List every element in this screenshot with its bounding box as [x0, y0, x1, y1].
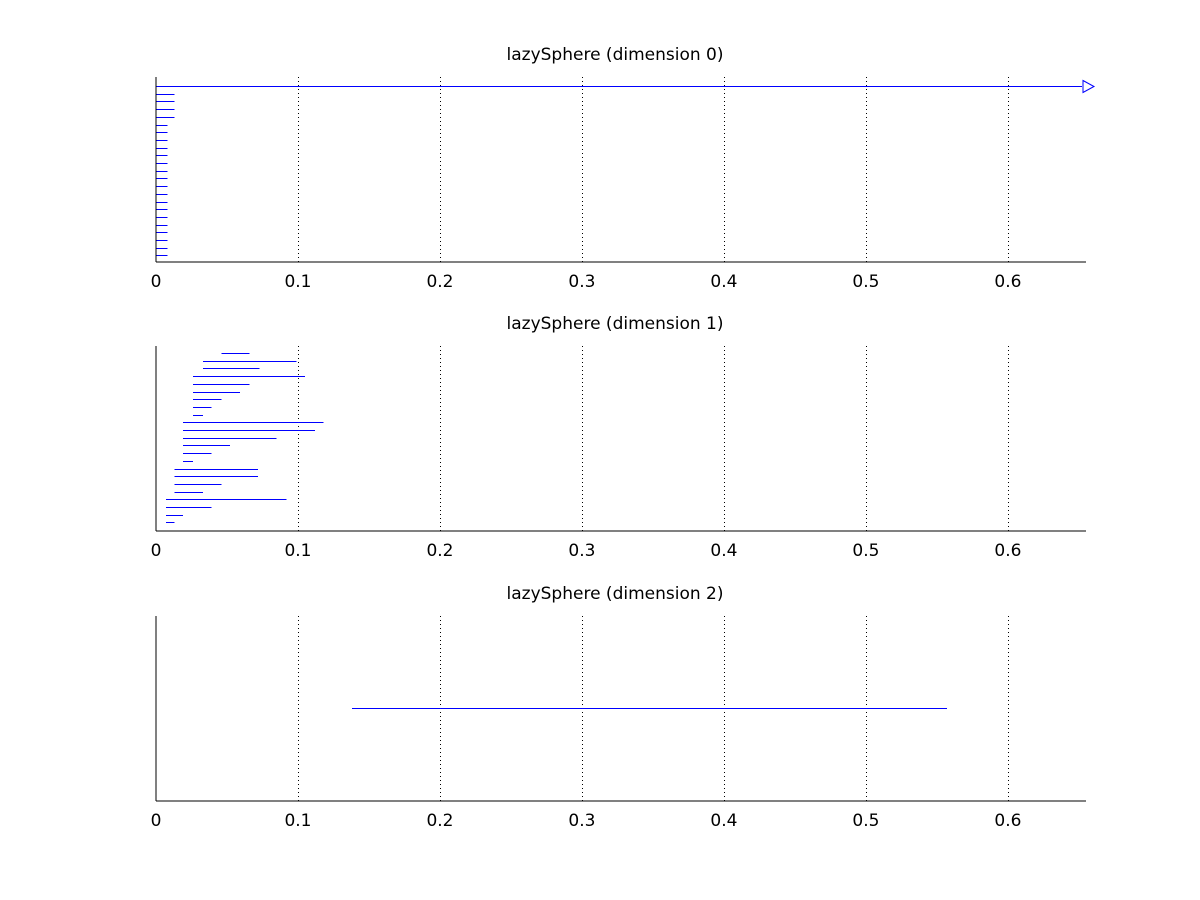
grid-lines	[298, 346, 1009, 531]
panel-dimension-0: lazySphere (dimension 0) 0 0.1 0.2 0.3 0.4 0.…	[151, 45, 1096, 292]
panel-title: lazySphere (dimension 1)	[507, 314, 724, 334]
x-tick-labels: 0 0.1 0.2 0.3 0.4 0.5 0.6	[151, 541, 1022, 561]
x-tick-labels: 0 0.1 0.2 0.3 0.4 0.5 0.6	[151, 811, 1022, 831]
x-tick-labels: 0 0.1 0.2 0.3 0.4 0.5 0.6	[151, 272, 1022, 292]
panel-dimension-2: lazySphere (dimension 2) 0 0.1 0.2 0.3 0.4 0.…	[151, 584, 1086, 831]
x-tick-label: 0.4	[710, 272, 737, 292]
x-tick-label: 0.5	[852, 541, 879, 561]
x-tick-label: 0.2	[426, 541, 453, 561]
x-tick-label: 0.2	[426, 272, 453, 292]
x-tick-label: 0.6	[994, 541, 1021, 561]
x-tick-label: 0.6	[994, 272, 1021, 292]
x-tick-label: 0.2	[426, 811, 453, 831]
infinite-arrow-marker	[1082, 79, 1096, 94]
x-tick-label: 0.3	[568, 811, 595, 831]
panel-title: lazySphere (dimension 2)	[507, 584, 724, 604]
bars	[156, 79, 1096, 256]
x-tick-label: 0	[151, 811, 162, 831]
x-tick-label: 0.5	[852, 272, 879, 292]
x-tick-label: 0.4	[710, 811, 737, 831]
panel-title: lazySphere (dimension 0)	[507, 45, 724, 65]
bars	[165, 353, 324, 523]
x-tick-label: 0.1	[284, 272, 311, 292]
x-tick-label: 0.3	[568, 272, 595, 292]
x-tick-label: 0	[151, 541, 162, 561]
x-tick-label: 0.3	[568, 541, 595, 561]
grid-lines	[298, 77, 1009, 262]
x-tick-label: 0.1	[284, 811, 311, 831]
x-tick-label: 0.1	[284, 541, 311, 561]
x-tick-label: 0.6	[994, 811, 1021, 831]
panel-dimension-1: lazySphere (dimension 1) 0 0.1 0.2 0.3 0.4 0.…	[151, 314, 1086, 561]
x-tick-label: 0.5	[852, 811, 879, 831]
x-tick-label: 0.4	[710, 541, 737, 561]
x-tick-label: 0	[151, 272, 162, 292]
